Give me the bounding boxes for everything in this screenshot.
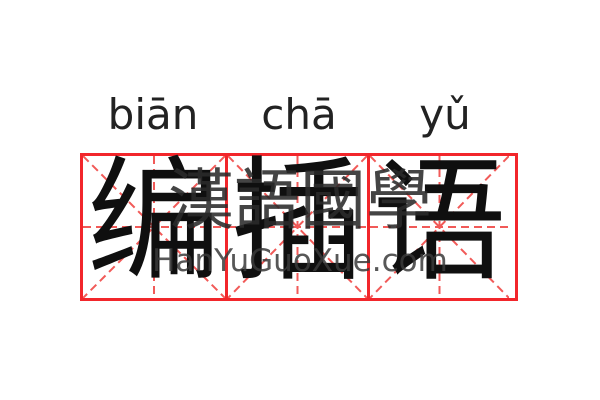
- grid-cell-3: 语: [367, 156, 509, 298]
- grid-guides-icon: [370, 156, 509, 298]
- practice-grid: 编 插 语: [80, 153, 518, 301]
- grid-guides-icon: [83, 156, 225, 298]
- grid-cell-2: 插: [225, 156, 367, 298]
- hanzi-character-2: 插: [230, 148, 365, 297]
- hanzi-character-1: 编: [86, 148, 222, 297]
- pinyin-syllable-2: chā: [261, 90, 337, 139]
- grid-cell-1: 编: [83, 156, 225, 298]
- pinyin-syllable-1: biān: [107, 90, 199, 139]
- hanzi-character-3: 语: [372, 148, 507, 297]
- grid-guides-icon: [228, 156, 367, 298]
- pinyin-row: biān chā yǔ: [80, 90, 518, 142]
- pinyin-syllable-3: yǔ: [419, 90, 471, 139]
